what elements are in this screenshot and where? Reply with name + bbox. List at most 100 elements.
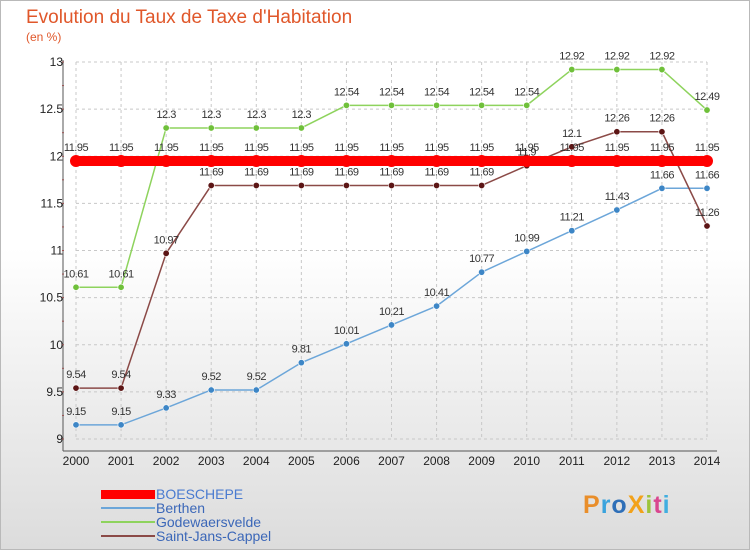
- legend-swatch: [101, 535, 155, 537]
- data-label: 11.69: [470, 166, 495, 178]
- data-label: 12.1: [562, 128, 582, 140]
- data-label: 11.66: [650, 169, 675, 181]
- data-point: [523, 247, 531, 255]
- y-tick-label: 10: [50, 338, 64, 352]
- data-label: 11.69: [379, 166, 404, 178]
- data-label: 11.95: [605, 142, 630, 154]
- data-point: [613, 206, 621, 214]
- data-label: 10.99: [514, 232, 539, 244]
- legend-item: Godewaersvelde: [101, 515, 271, 529]
- data-point: [207, 386, 215, 394]
- data-label: 12.3: [202, 109, 222, 121]
- y-tick-label: 9: [56, 432, 63, 446]
- data-point: [478, 101, 486, 109]
- data-point: [207, 181, 215, 189]
- data-label: 11.95: [470, 142, 495, 154]
- data-point: [117, 421, 125, 429]
- data-label: 11.95: [199, 142, 224, 154]
- data-label: 9.54: [66, 369, 86, 381]
- data-label: 11.69: [199, 166, 224, 178]
- x-tick-label: 2010: [513, 454, 540, 468]
- data-point: [72, 283, 80, 291]
- data-label: 12.3: [247, 109, 267, 121]
- legend-item: Berthen: [101, 501, 271, 515]
- data-label: 9.54: [111, 369, 131, 381]
- legend-item: Saint-Jans-Cappel: [101, 529, 271, 543]
- data-point: [658, 66, 666, 74]
- data-label: 12.26: [604, 113, 629, 125]
- data-label: 10.01: [334, 325, 359, 337]
- data-point: [433, 101, 441, 109]
- data-label: 9.81: [292, 344, 312, 356]
- x-tick-label: 2006: [333, 454, 360, 468]
- data-label: 10.41: [424, 287, 449, 299]
- data-label: 11.95: [334, 142, 359, 154]
- legend-item: BOESCHEPE: [101, 487, 271, 501]
- data-point: [478, 181, 486, 189]
- data-label: 12.26: [649, 113, 674, 125]
- data-label: 10.21: [379, 306, 404, 318]
- data-point: [387, 181, 395, 189]
- legend-swatch: [101, 521, 155, 523]
- data-point: [342, 340, 350, 348]
- data-label: 10.97: [154, 234, 179, 246]
- data-point: [72, 384, 80, 392]
- y-tick-label: 13: [50, 55, 64, 69]
- data-point: [295, 154, 308, 167]
- legend-label: Saint-Jans-Cappel: [156, 528, 272, 544]
- data-label: 12.54: [469, 86, 494, 98]
- data-point: [613, 66, 621, 74]
- data-point: [520, 154, 533, 167]
- data-point: [297, 181, 305, 189]
- data-point: [162, 249, 170, 257]
- data-point: [250, 154, 263, 167]
- data-label: 11.95: [109, 142, 134, 154]
- brand-letter: i: [662, 491, 671, 519]
- data-point: [478, 268, 486, 276]
- data-label: 10.61: [63, 268, 88, 280]
- x-tick-label: 2012: [604, 454, 631, 468]
- y-tick-label: 12.5: [40, 102, 64, 116]
- data-point: [342, 101, 350, 109]
- data-label: 11.66: [695, 169, 720, 181]
- data-point: [430, 154, 443, 167]
- data-point: [162, 404, 170, 412]
- data-point: [252, 181, 260, 189]
- data-label: 12.54: [379, 86, 404, 98]
- data-point: [387, 321, 395, 329]
- data-label: 11.69: [289, 166, 314, 178]
- x-tick-label: 2014: [694, 454, 721, 468]
- brand-logo: ProXiti: [583, 491, 671, 520]
- brand-letter: o: [611, 491, 628, 519]
- data-point: [703, 106, 711, 114]
- data-point: [252, 124, 260, 132]
- data-label: 11.21: [560, 212, 585, 224]
- data-point: [297, 359, 305, 367]
- data-point: [115, 154, 128, 167]
- data-point: [160, 154, 173, 167]
- data-label: 12.54: [334, 86, 359, 98]
- y-tick-label: 11: [51, 244, 64, 258]
- data-label: 11.26: [695, 207, 720, 219]
- data-point: [205, 154, 218, 167]
- data-label: 12.54: [424, 86, 449, 98]
- data-label: 12.92: [559, 51, 584, 63]
- chart-title: Evolution du Taux de Taxe d'Habitation: [26, 7, 353, 28]
- data-point: [433, 181, 441, 189]
- data-label: 9.33: [156, 389, 176, 401]
- data-label: 11.69: [424, 166, 449, 178]
- data-point: [610, 154, 623, 167]
- x-tick-label: 2003: [198, 454, 225, 468]
- y-tick-label: 10.5: [40, 291, 64, 305]
- data-point: [523, 101, 531, 109]
- data-point: [568, 66, 576, 74]
- data-point: [297, 124, 305, 132]
- legend: BOESCHEPE Berthen Godewaersvelde Saint-Jans…: [101, 487, 271, 543]
- data-point: [433, 302, 441, 310]
- data-label: 12.3: [292, 109, 312, 121]
- data-label: 10.77: [469, 253, 494, 265]
- y-tick-label: 9.5: [46, 385, 63, 399]
- brand-letter: t: [653, 491, 663, 519]
